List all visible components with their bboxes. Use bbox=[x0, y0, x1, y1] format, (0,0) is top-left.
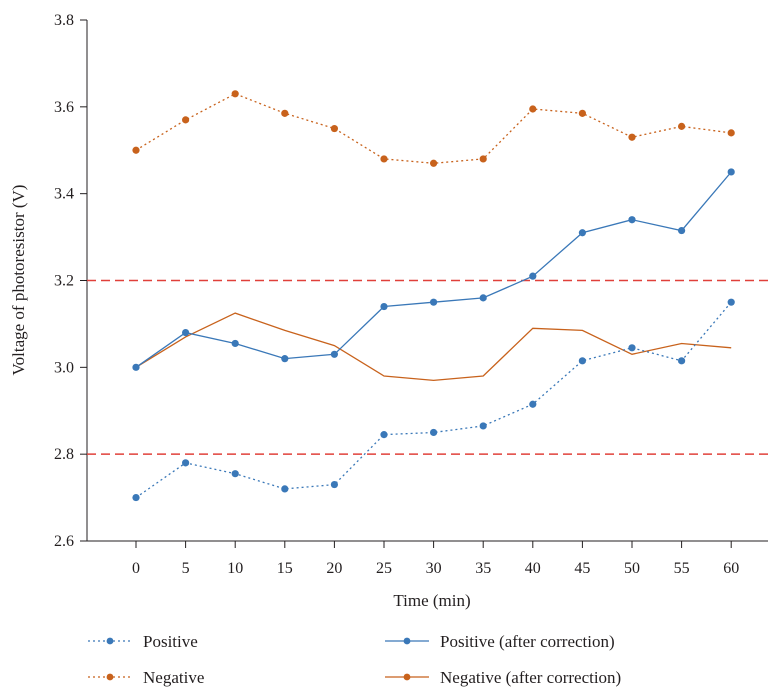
data-point bbox=[380, 155, 388, 163]
data-point bbox=[281, 355, 289, 363]
series-line bbox=[135, 312, 732, 382]
series-4 bbox=[135, 312, 732, 382]
y-tick-label: 3.6 bbox=[54, 99, 74, 116]
x-tick-label: 45 bbox=[574, 560, 590, 577]
series-3 bbox=[132, 168, 735, 371]
legend-marker bbox=[403, 637, 411, 645]
data-point bbox=[578, 109, 587, 117]
data-point bbox=[182, 459, 190, 467]
y-axis-ticks: 2.6 2.8 3.0 3.2 3.4 3.6 3.8 bbox=[54, 12, 87, 550]
series-2 bbox=[132, 90, 735, 167]
data-point bbox=[231, 90, 239, 98]
data-point bbox=[132, 146, 140, 154]
x-tick-label: 0 bbox=[132, 560, 140, 577]
y-tick-label: 2.8 bbox=[54, 446, 74, 463]
legend-label: Positive bbox=[143, 632, 198, 651]
legend: Positive Negative Positive (after correcti… bbox=[88, 632, 621, 687]
data-point bbox=[430, 298, 438, 306]
data-point bbox=[628, 133, 636, 141]
data-point bbox=[430, 428, 438, 437]
x-tick-label: 35 bbox=[475, 560, 491, 577]
data-point bbox=[430, 159, 438, 167]
x-tick-label: 20 bbox=[326, 560, 342, 577]
data-point bbox=[380, 302, 388, 311]
legend-marker bbox=[106, 637, 114, 645]
data-point bbox=[132, 493, 140, 502]
data-point bbox=[529, 272, 537, 280]
x-tick-label: 40 bbox=[525, 560, 541, 577]
data-point bbox=[132, 363, 140, 371]
data-point bbox=[628, 216, 636, 224]
y-tick-label: 3.0 bbox=[54, 359, 74, 376]
x-tick-label: 30 bbox=[426, 560, 442, 577]
data-point bbox=[529, 105, 537, 113]
legend-item: Negative bbox=[88, 668, 204, 687]
series-1 bbox=[132, 298, 735, 502]
x-axis-ticks: 0 5 10 15 20 25 30 35 40 45 50 55 60 bbox=[132, 541, 739, 577]
legend-item: Positive bbox=[88, 632, 198, 651]
y-axis-title: Voltage of photoresistor (V) bbox=[9, 185, 28, 376]
data-point bbox=[182, 116, 190, 124]
x-tick-label: 25 bbox=[376, 560, 392, 577]
data-point bbox=[330, 480, 338, 489]
x-axis-title: Time (min) bbox=[393, 591, 470, 610]
data-point bbox=[727, 168, 735, 176]
threshold-lines bbox=[87, 279, 768, 455]
y-tick-label: 3.8 bbox=[54, 12, 74, 29]
data-point bbox=[330, 124, 338, 133]
series-line bbox=[135, 301, 732, 499]
x-tick-label: 60 bbox=[723, 560, 739, 577]
x-tick-label: 15 bbox=[277, 560, 293, 577]
legend-label: Negative bbox=[143, 668, 204, 687]
data-point bbox=[231, 339, 239, 348]
legend-marker bbox=[403, 673, 411, 681]
data-point bbox=[479, 155, 487, 163]
data-point bbox=[380, 431, 388, 439]
series-layer bbox=[132, 90, 735, 502]
x-tick-label: 50 bbox=[624, 560, 640, 577]
x-tick-label: 5 bbox=[182, 560, 190, 577]
data-point bbox=[281, 485, 289, 493]
series-line bbox=[135, 171, 732, 368]
plot-area: 2.6 2.8 3.0 3.2 3.4 3.6 3.8 0 5 10 15 20 25 30 35 40 45… bbox=[54, 12, 768, 577]
y-tick-label: 3.4 bbox=[54, 186, 74, 203]
legend-item: Positive (after correction) bbox=[385, 632, 615, 651]
data-point bbox=[678, 226, 686, 235]
data-point bbox=[578, 357, 587, 365]
data-point bbox=[578, 229, 587, 237]
data-point bbox=[529, 400, 537, 408]
data-point bbox=[231, 470, 239, 478]
legend-item: Negative (after correction) bbox=[385, 668, 621, 687]
data-point bbox=[727, 298, 735, 306]
series-line bbox=[135, 93, 732, 164]
data-point bbox=[678, 357, 686, 365]
x-tick-label: 55 bbox=[674, 560, 690, 577]
data-point bbox=[479, 422, 487, 430]
data-point bbox=[281, 109, 289, 117]
data-point bbox=[479, 294, 487, 302]
data-point bbox=[628, 344, 636, 352]
y-tick-label: 2.6 bbox=[54, 533, 74, 550]
data-point bbox=[330, 350, 338, 358]
legend-label: Negative (after correction) bbox=[440, 668, 621, 687]
x-tick-label: 10 bbox=[227, 560, 243, 577]
data-point bbox=[182, 329, 190, 337]
data-point bbox=[727, 129, 735, 137]
data-point bbox=[678, 122, 686, 130]
y-tick-label: 3.2 bbox=[54, 273, 74, 290]
legend-marker bbox=[106, 673, 114, 681]
legend-label: Positive (after correction) bbox=[440, 632, 615, 651]
